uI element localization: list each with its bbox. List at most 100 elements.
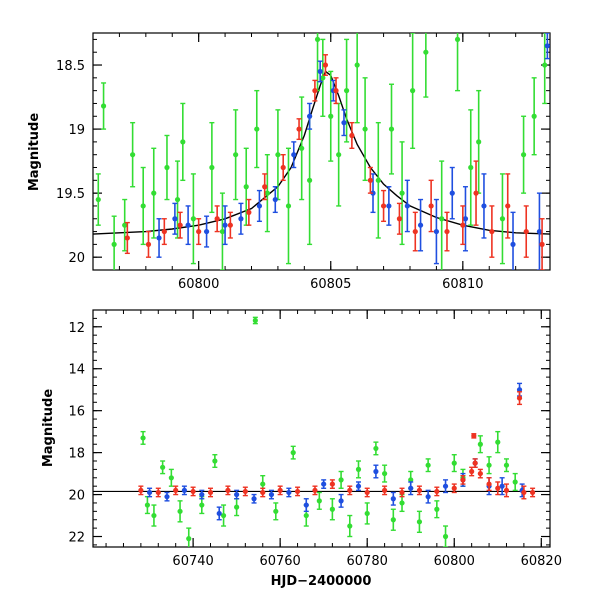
point-marker [481, 203, 487, 209]
point-marker [386, 203, 392, 209]
point-marker [242, 488, 248, 495]
point-marker [227, 222, 233, 228]
data-point-blue [199, 489, 205, 500]
point-marker [256, 203, 263, 209]
data-point-red [294, 486, 301, 497]
data-point-green [388, 83, 395, 175]
data-point-red [469, 466, 475, 477]
point-marker [220, 512, 227, 519]
point-marker [355, 483, 362, 489]
point-marker [316, 498, 322, 504]
point-marker [233, 152, 239, 158]
data-point-green [476, 89, 482, 194]
point-marker [290, 450, 296, 456]
point-marker [510, 241, 516, 247]
point-marker [161, 228, 167, 235]
data-point-green [299, 96, 305, 201]
point-marker [164, 164, 170, 171]
point-marker [322, 62, 329, 68]
data-points-bottom [138, 316, 536, 547]
data-point-green [151, 504, 157, 527]
data-point-red [207, 487, 214, 498]
data-point-blue [370, 173, 376, 214]
point-marker [539, 241, 545, 247]
x-tick-label: 60740 [172, 554, 213, 569]
point-marker [516, 395, 523, 401]
point-marker [156, 235, 162, 241]
point-marker [203, 228, 210, 235]
point-marker [243, 184, 249, 190]
data-point-green [209, 121, 215, 214]
point-marker [451, 460, 457, 466]
data-point-green [364, 502, 370, 525]
x-tick-label: 60800 [178, 277, 219, 292]
y-tick-label: 14 [68, 363, 85, 378]
point-marker [138, 487, 144, 493]
plot-frame-top [92, 32, 551, 271]
data-point-blue [181, 485, 187, 496]
point-marker [486, 481, 492, 487]
y-axis-label-top: Magnitude [27, 113, 42, 192]
point-marker [286, 489, 292, 496]
data-point-red [347, 485, 353, 496]
data-point-blue [146, 487, 153, 498]
data-point-red [477, 468, 483, 479]
point-marker [472, 460, 478, 466]
data-point-red [489, 205, 495, 258]
point-marker [503, 462, 510, 468]
data-point-green [390, 508, 396, 531]
data-points-top [95, 33, 550, 270]
data-point-green [264, 154, 270, 233]
point-marker [180, 139, 186, 145]
point-marker [246, 209, 252, 215]
point-marker [404, 203, 410, 209]
point-marker [314, 36, 321, 43]
data-point-green [314, 33, 321, 92]
point-marker [460, 222, 466, 228]
data-point-green [168, 468, 174, 487]
data-point-blue [499, 477, 505, 496]
data-point-blue [338, 493, 344, 508]
data-point-red [246, 198, 252, 226]
point-marker [329, 481, 335, 487]
data-point-blue [544, 33, 550, 60]
point-marker [262, 184, 268, 190]
data-point-red [322, 54, 329, 76]
data-point-green [164, 134, 170, 201]
point-marker [320, 75, 326, 81]
point-marker [216, 510, 222, 517]
data-point-green [285, 147, 292, 265]
point-marker [454, 36, 461, 43]
point-marker [516, 387, 523, 393]
data-point-red [225, 485, 231, 496]
y-tick-label: 18.5 [56, 59, 85, 74]
data-point-green [290, 445, 296, 460]
data-point-red [196, 218, 202, 246]
point-marker [207, 489, 214, 496]
point-marker [370, 190, 376, 196]
point-marker [375, 177, 381, 183]
point-marker [251, 496, 257, 502]
data-point-red [505, 173, 511, 239]
data-point-green [439, 160, 445, 270]
data-point-red [399, 487, 405, 498]
y-tick-label: 18 [68, 447, 85, 462]
data-point-red [382, 485, 388, 496]
y-tick-label: 12 [68, 321, 85, 336]
data-point-blue [536, 192, 543, 270]
point-marker [469, 468, 475, 475]
point-marker [285, 203, 292, 209]
data-point-green [186, 527, 192, 547]
data-point-red [539, 218, 545, 270]
point-marker [291, 152, 297, 158]
y-tick-label: 19 [68, 123, 85, 138]
point-marker [399, 500, 405, 506]
data-point-red [242, 486, 248, 497]
data-point-green [495, 430, 501, 454]
plot-frame-bottom [92, 309, 551, 548]
point-marker [499, 483, 505, 489]
data-point-blue [216, 506, 222, 521]
point-marker [444, 228, 450, 235]
point-marker [122, 222, 128, 228]
point-marker [521, 489, 527, 496]
